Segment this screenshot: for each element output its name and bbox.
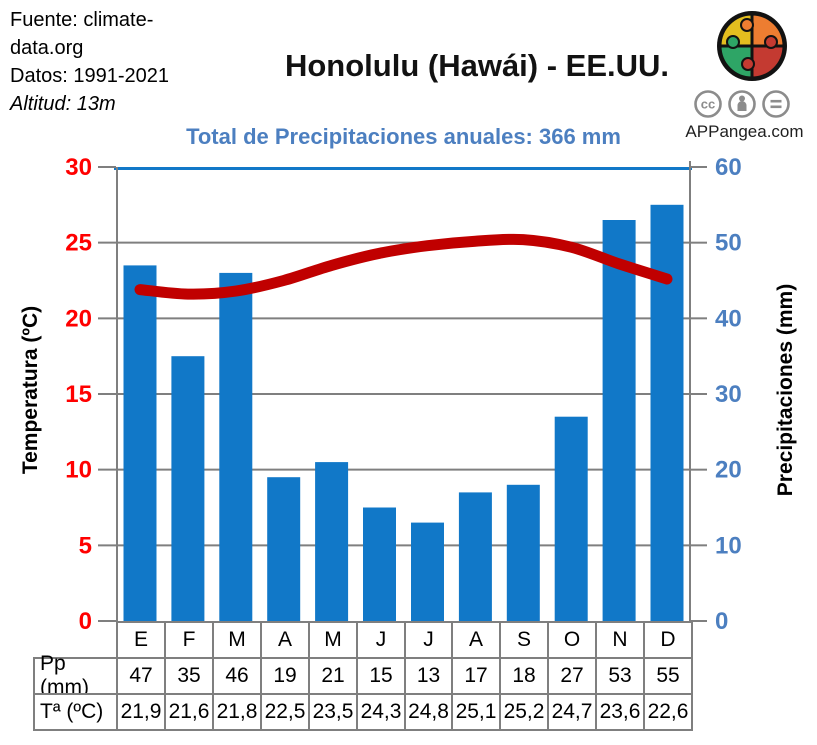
- attribution-icon: [728, 90, 756, 118]
- month-cell: F: [164, 621, 214, 659]
- right-tick-label: 0: [715, 608, 728, 635]
- pp-cell: 55: [643, 657, 693, 695]
- right-tick-label: 50: [715, 230, 742, 257]
- month-cell: M: [308, 621, 358, 659]
- temp-cell: 21,6: [164, 693, 214, 731]
- left-tick-label: 0: [79, 608, 92, 635]
- source-line-2: data.org: [10, 37, 84, 59]
- month-cell: A: [260, 621, 310, 659]
- pp-cell: 47: [116, 657, 166, 695]
- precip-bar: [506, 484, 540, 622]
- temp-cell: 25,1: [451, 693, 501, 731]
- page-title: Honolulu (Hawái) - EE.UU.: [284, 48, 670, 83]
- pp-cell: 27: [547, 657, 597, 695]
- precip-bar: [602, 220, 636, 622]
- pp-cell: 19: [260, 657, 310, 695]
- pp-cell: 15: [356, 657, 406, 695]
- precip-bar: [267, 477, 301, 622]
- month-cell: J: [356, 621, 406, 659]
- cc-icon: cc: [694, 90, 722, 118]
- altitude-line: Altitud: 13m: [10, 93, 116, 115]
- left-tick-label: 10: [65, 457, 92, 484]
- right-tick-label: 60: [715, 154, 742, 181]
- temp-cell: 23,5: [308, 693, 358, 731]
- temp-cell: 24,3: [356, 693, 406, 731]
- month-cell: O: [547, 621, 597, 659]
- pp-row-header: Pp (mm): [33, 652, 118, 699]
- left-tick-label: 15: [65, 381, 92, 408]
- source-line-3: Datos: 1991-2021: [10, 65, 170, 87]
- month-cell: D: [643, 621, 693, 659]
- month-cell: A: [451, 621, 501, 659]
- temp-cell: 22,6: [643, 693, 693, 731]
- pp-cell: 17: [451, 657, 501, 695]
- temp-cell: 21,9: [116, 693, 166, 731]
- month-cell: N: [595, 621, 645, 659]
- left-tick-label: 25: [65, 230, 92, 257]
- pp-cell: 18: [499, 657, 549, 695]
- temp-cell: 21,8: [212, 693, 262, 731]
- right-tick-label: 10: [715, 532, 742, 559]
- appangea-logo: [714, 8, 790, 84]
- puzzle-logo-icon: [717, 11, 787, 81]
- source-line-1: Fuente: climate-: [10, 9, 154, 31]
- pp-cell: 53: [595, 657, 645, 695]
- precip-bar: [123, 265, 157, 622]
- license-icons: cc: [693, 89, 791, 119]
- brand-text: APPangea.com: [685, 122, 804, 141]
- pp-cell: 46: [212, 657, 262, 695]
- month-cell: E: [116, 621, 166, 659]
- left-tick-label: 20: [65, 305, 92, 332]
- source-info: Fuente: climate- data.org Datos: 1991-20…: [10, 6, 200, 118]
- precip-bar: [171, 356, 205, 622]
- temp-cell: 23,6: [595, 693, 645, 731]
- temp-cell: 25,2: [499, 693, 549, 731]
- temp-cell: 24,8: [404, 693, 453, 731]
- month-cell: J: [404, 621, 453, 659]
- right-tick-label: 30: [715, 381, 742, 408]
- right-tick-label: 20: [715, 457, 742, 484]
- temp-cell: 22,5: [260, 693, 310, 731]
- svg-text:cc: cc: [701, 97, 715, 112]
- pp-cell: 35: [164, 657, 214, 695]
- precip-bar: [315, 462, 349, 622]
- pp-cell: 21: [308, 657, 358, 695]
- annual-precipitation-subtitle: Total de Precipitaciones anuales: 366 mm: [186, 124, 621, 149]
- pp-cell: 13: [404, 657, 453, 695]
- month-cell: S: [499, 621, 549, 659]
- right-tick-label: 40: [715, 305, 742, 332]
- month-cell: M: [212, 621, 262, 659]
- temp-cell: 24,7: [547, 693, 597, 731]
- temp-line: [134, 233, 673, 300]
- precip-bar: [363, 507, 396, 622]
- temp-row-header: Tª (ºC): [33, 693, 118, 731]
- no-derivatives-icon: [762, 90, 790, 118]
- precip-bar: [554, 416, 588, 622]
- precip-bar: [458, 492, 492, 622]
- precip-bar: [411, 522, 444, 622]
- left-tick-label: 5: [79, 532, 92, 559]
- left-tick-label: 30: [65, 154, 92, 181]
- precip-bar: [219, 272, 253, 622]
